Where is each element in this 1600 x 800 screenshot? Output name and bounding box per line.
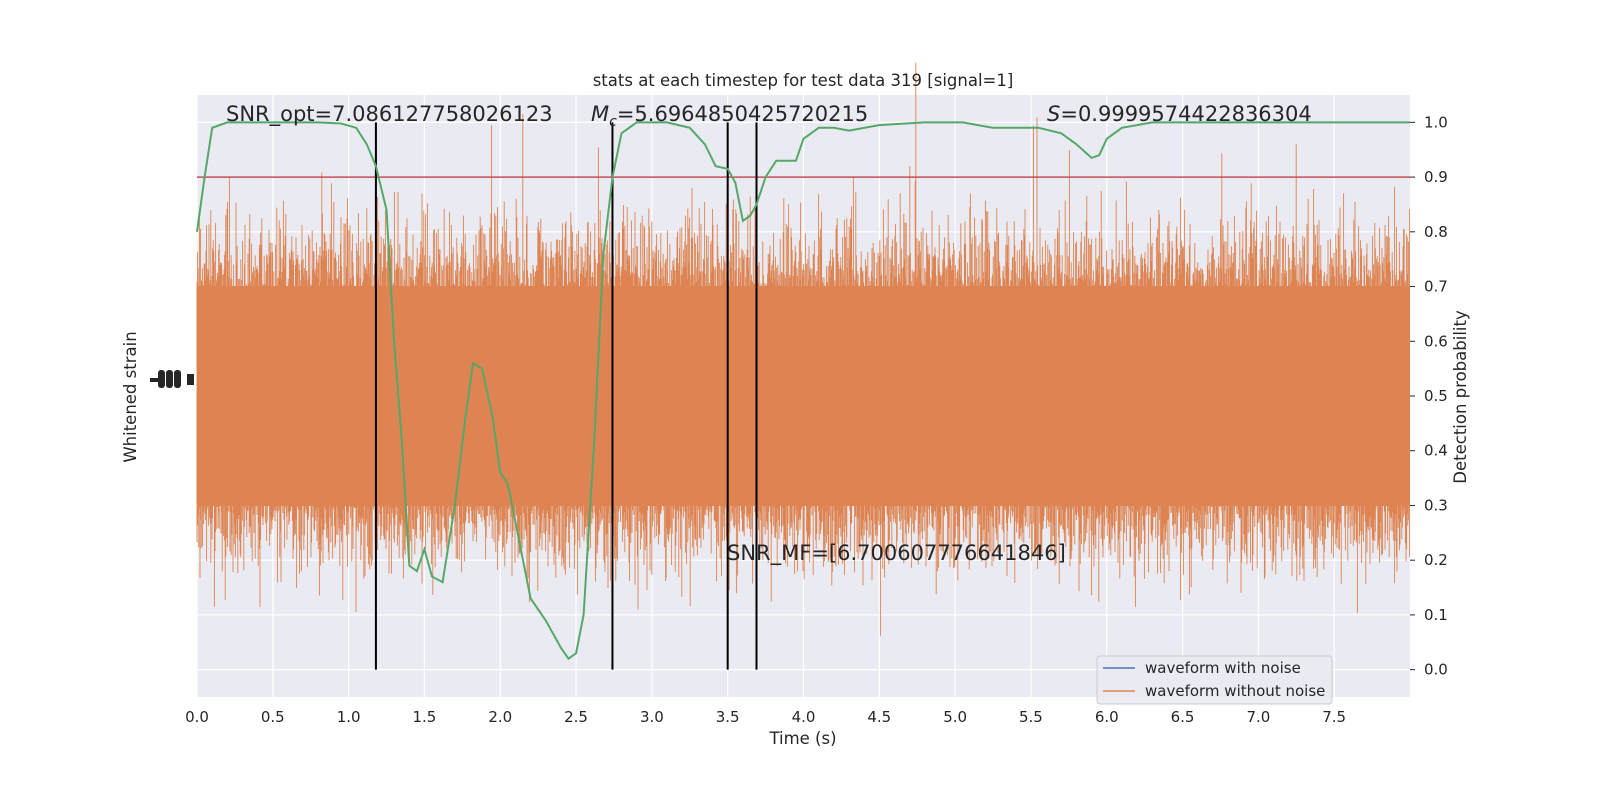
legend-label-with-noise: waveform with noise — [1145, 659, 1301, 677]
y-tick-label: 0.9 — [1424, 168, 1448, 186]
y-tick-label: 0.4 — [1424, 442, 1448, 460]
right-y-axis-ticks: 0.0 0.1 0.2 0.3 0.4 0.5 0.6 0.7 0.8 0.9 1.0 — [1410, 113, 1448, 679]
legend-label-without-noise: waveform without noise — [1145, 682, 1325, 700]
y-tick-label: 0.2 — [1424, 551, 1448, 569]
x-axis-ticks: 0.0 0.5 1.0 1.5 2.0 2.5 3.0 3.5 4.0 4.5 5.0 5.5 6.0 6… — [185, 708, 1346, 726]
y-tick-label: 0.1 — [1424, 606, 1448, 624]
x-axis-label: Time (s) — [768, 729, 836, 748]
y-tick-label: 0.5 — [1424, 387, 1448, 405]
right-y-axis-label: Detection probability — [1451, 310, 1470, 484]
vertical-marker-lines — [374, 122, 758, 670]
chirp-mass-value: =5.6964850425720215 — [617, 102, 868, 126]
left-tick-mark — [174, 370, 181, 388]
s-symbol: S — [1047, 102, 1060, 126]
x-tick-label: 7.0 — [1246, 708, 1270, 726]
x-tick-label: 2.0 — [488, 708, 512, 726]
left-tick-mark — [150, 378, 160, 382]
x-tick-label: 4.5 — [867, 708, 891, 726]
left-y-axis-label: Whitened strain — [121, 331, 140, 462]
annotation-chirp-mass: Mc=5.6964850425720215 — [591, 102, 868, 130]
x-tick-label: 0.0 — [185, 708, 209, 726]
left-tick-mark — [166, 370, 173, 388]
y-tick-label: 0.0 — [1424, 661, 1448, 679]
x-tick-label: 3.0 — [640, 708, 664, 726]
annotation-snr-mf: SNR_MF=[6.700607776641846] — [727, 541, 1066, 566]
x-tick-label: 5.0 — [943, 708, 967, 726]
y-tick-label: 0.8 — [1424, 223, 1448, 241]
x-tick-label: 4.0 — [792, 708, 816, 726]
s-value: =0.9999574422836304 — [1060, 102, 1311, 126]
x-tick-label: 6.0 — [1095, 708, 1119, 726]
x-tick-label: 2.5 — [564, 708, 588, 726]
x-tick-label: 5.5 — [1019, 708, 1043, 726]
y-tick-label: 0.7 — [1424, 278, 1448, 296]
waveform-dense-core — [197, 286, 1410, 506]
y-tick-label: 1.0 — [1424, 113, 1448, 131]
x-tick-label: 7.5 — [1322, 708, 1346, 726]
plot-area — [196, 62, 1411, 697]
left-y-tick-blob — [150, 370, 194, 388]
chart-title: stats at each timestep for test data 319… — [593, 71, 1014, 90]
chirp-mass-symbol: M — [591, 102, 609, 126]
x-tick-label: 0.5 — [261, 708, 285, 726]
x-tick-label: 1.0 — [337, 708, 361, 726]
annotation-snr-opt: SNR_opt=7.086127758026123 — [226, 102, 553, 127]
legend: waveform with noise waveform without noi… — [1096, 655, 1333, 705]
chirp-mass-subscript: c — [609, 114, 617, 130]
x-tick-label: 6.5 — [1171, 708, 1195, 726]
x-tick-label: 3.5 — [716, 708, 740, 726]
y-tick-label: 0.3 — [1424, 496, 1448, 514]
legend-box — [1096, 655, 1333, 705]
x-tick-label: 1.5 — [413, 708, 437, 726]
y-tick-label: 0.6 — [1424, 332, 1448, 350]
left-tick-mark — [187, 374, 194, 385]
detection-probability-line — [196, 121, 1410, 661]
left-tick-mark — [158, 370, 165, 388]
annotation-s-value: S=0.9999574422836304 — [1047, 102, 1312, 126]
